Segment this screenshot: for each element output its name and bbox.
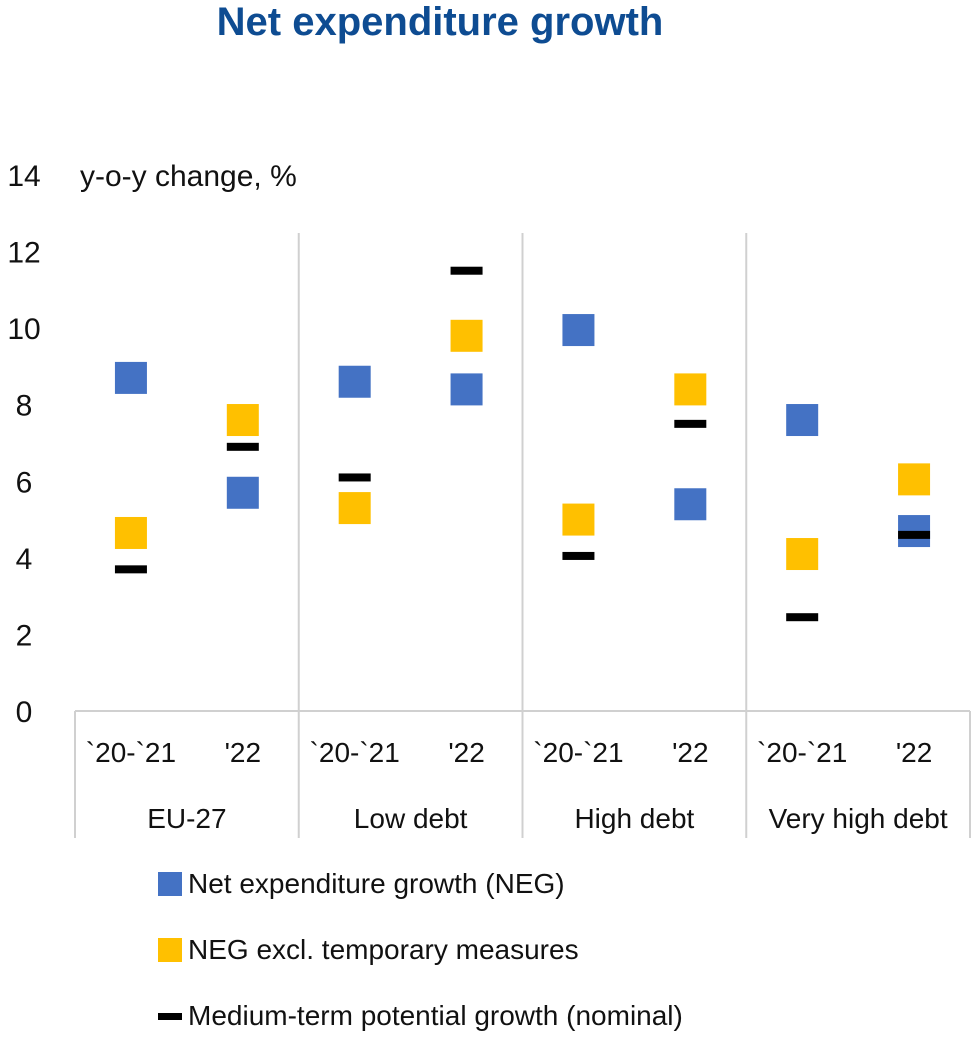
marker-neg — [562, 314, 595, 347]
marker-neg-excl — [114, 516, 147, 549]
category-label: `20-`21 — [86, 737, 176, 768]
legend-label: Net expenditure growth (NEG) — [188, 868, 565, 899]
marker-neg — [114, 361, 147, 394]
y-tick-label: 6 — [16, 466, 33, 499]
marker-potential-growth — [786, 613, 819, 622]
y-tick-label: 2 — [16, 619, 33, 652]
marker-neg-excl — [898, 463, 931, 496]
marker-potential-growth — [114, 565, 147, 574]
group-label: High debt — [574, 803, 694, 834]
marker-neg-excl — [786, 538, 819, 571]
marker-neg-excl — [674, 373, 707, 406]
marker-neg — [226, 476, 259, 509]
legend-square-swatch — [158, 938, 182, 962]
marker-neg — [338, 365, 371, 398]
marker-potential-growth — [226, 442, 259, 451]
marker-potential-growth — [674, 419, 707, 428]
legend-label: NEG excl. temporary measures — [188, 934, 579, 965]
marker-neg — [450, 373, 483, 406]
category-label: '22 — [896, 737, 933, 768]
legend-item: Net expenditure growth (NEG) — [158, 868, 565, 900]
category-label: '22 — [225, 737, 262, 768]
legend-item: Medium-term potential growth (nominal) — [158, 1000, 683, 1032]
marker-potential-growth — [450, 266, 483, 275]
legend-dash-swatch — [158, 1012, 182, 1020]
chart-title: Net expenditure growth — [216, 0, 664, 44]
marker-neg-excl — [562, 503, 595, 536]
y-tick-label: 8 — [16, 390, 33, 423]
marker-neg-excl — [450, 319, 483, 352]
category-label: `20-`21 — [533, 737, 623, 768]
category-label: `20-`21 — [757, 737, 847, 768]
marker-potential-growth — [338, 473, 371, 482]
marker-neg — [786, 404, 819, 437]
legend-square-swatch — [158, 872, 182, 896]
group-label: EU-27 — [147, 803, 226, 834]
category-label: '22 — [448, 737, 485, 768]
y-tick-label: 14 — [7, 160, 40, 193]
legend-item: NEG excl. temporary measures — [158, 934, 579, 966]
marker-neg — [674, 488, 707, 521]
y-tick-label: 12 — [7, 237, 40, 270]
legend-label: Medium-term potential growth (nominal) — [188, 1000, 683, 1031]
category-label: `20-`21 — [310, 737, 400, 768]
category-label: '22 — [672, 737, 709, 768]
marker-potential-growth — [898, 530, 931, 539]
marker-neg-excl — [338, 492, 371, 525]
marker-neg-excl — [226, 404, 259, 437]
group-label: Very high debt — [769, 803, 948, 834]
y-tick-label: 4 — [16, 543, 33, 576]
y-axis-label: y-o-y change, % — [80, 160, 297, 193]
marker-potential-growth — [562, 551, 595, 560]
group-label: Low debt — [354, 803, 468, 834]
y-tick-label: 10 — [7, 313, 40, 346]
y-tick-label: 0 — [16, 696, 33, 729]
